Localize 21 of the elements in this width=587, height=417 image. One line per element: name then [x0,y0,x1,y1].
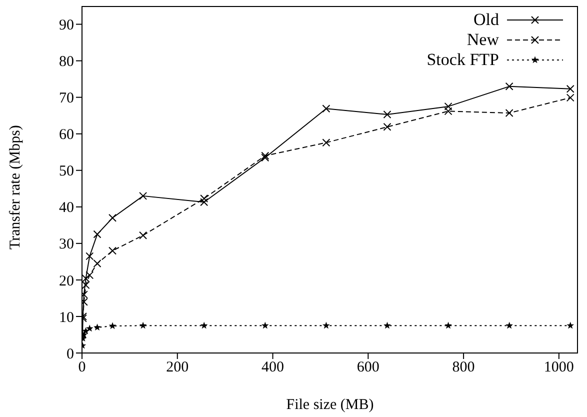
y-tick-label: 70 [59,90,74,107]
y-tick-label: 80 [59,54,74,70]
y-tick-label: 10 [59,310,74,326]
y-tick-label: 0 [66,346,74,362]
legend-label: New [466,30,499,50]
legend-label: Stock FTP [426,50,499,70]
x-tick-label: 800 [452,360,475,376]
legend-label: Old [474,10,499,30]
x-tick-label: 400 [262,360,284,376]
x-tick-label: 0 [78,360,86,376]
y-tick-label: 40 [59,200,74,216]
x-tick-label: 200 [166,360,189,376]
y-tick-label: 50 [59,164,74,180]
x-axis-title: File size (MB) [286,397,374,413]
x-tick-label: 600 [356,360,380,376]
y-tick-label: 90 [59,18,74,34]
y-tick-label: 60 [59,127,74,144]
y-tick-label: 20 [59,273,74,290]
y-axis-title: Transfer rate (Mbps) [7,125,24,250]
y-tick-label: 30 [59,236,74,253]
x-tick-label: 1000 [544,360,574,376]
